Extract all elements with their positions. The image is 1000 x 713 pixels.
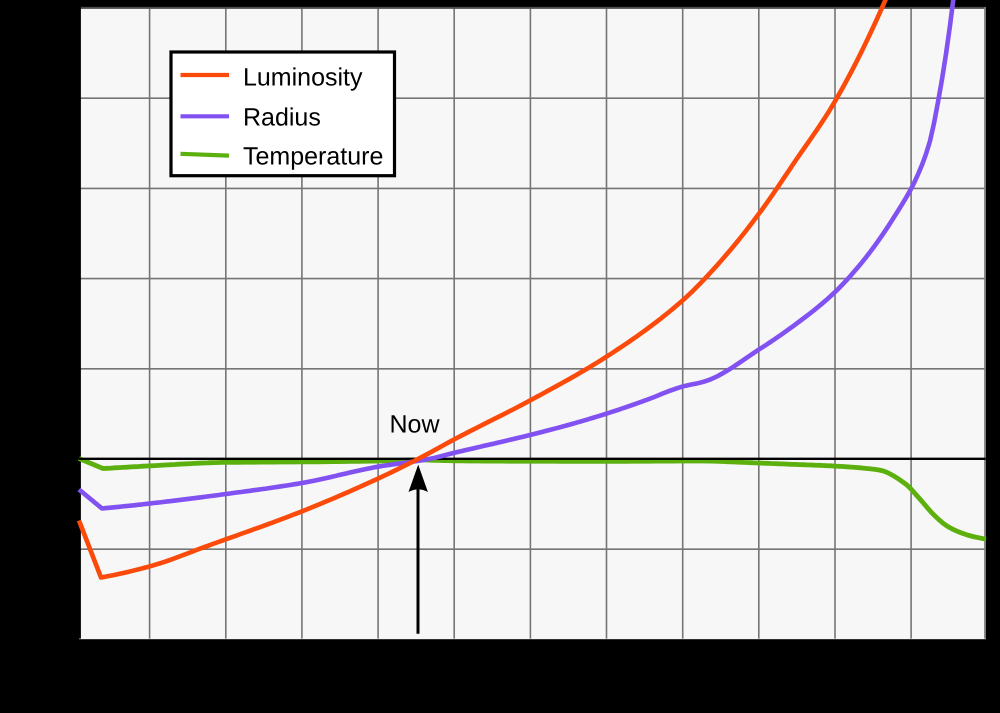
svg-text:Radius: Radius <box>243 104 321 132</box>
svg-text:Temperature: Temperature <box>243 143 383 171</box>
svg-text:Now: Now <box>390 410 441 438</box>
svg-text:Luminosity: Luminosity <box>243 64 363 92</box>
